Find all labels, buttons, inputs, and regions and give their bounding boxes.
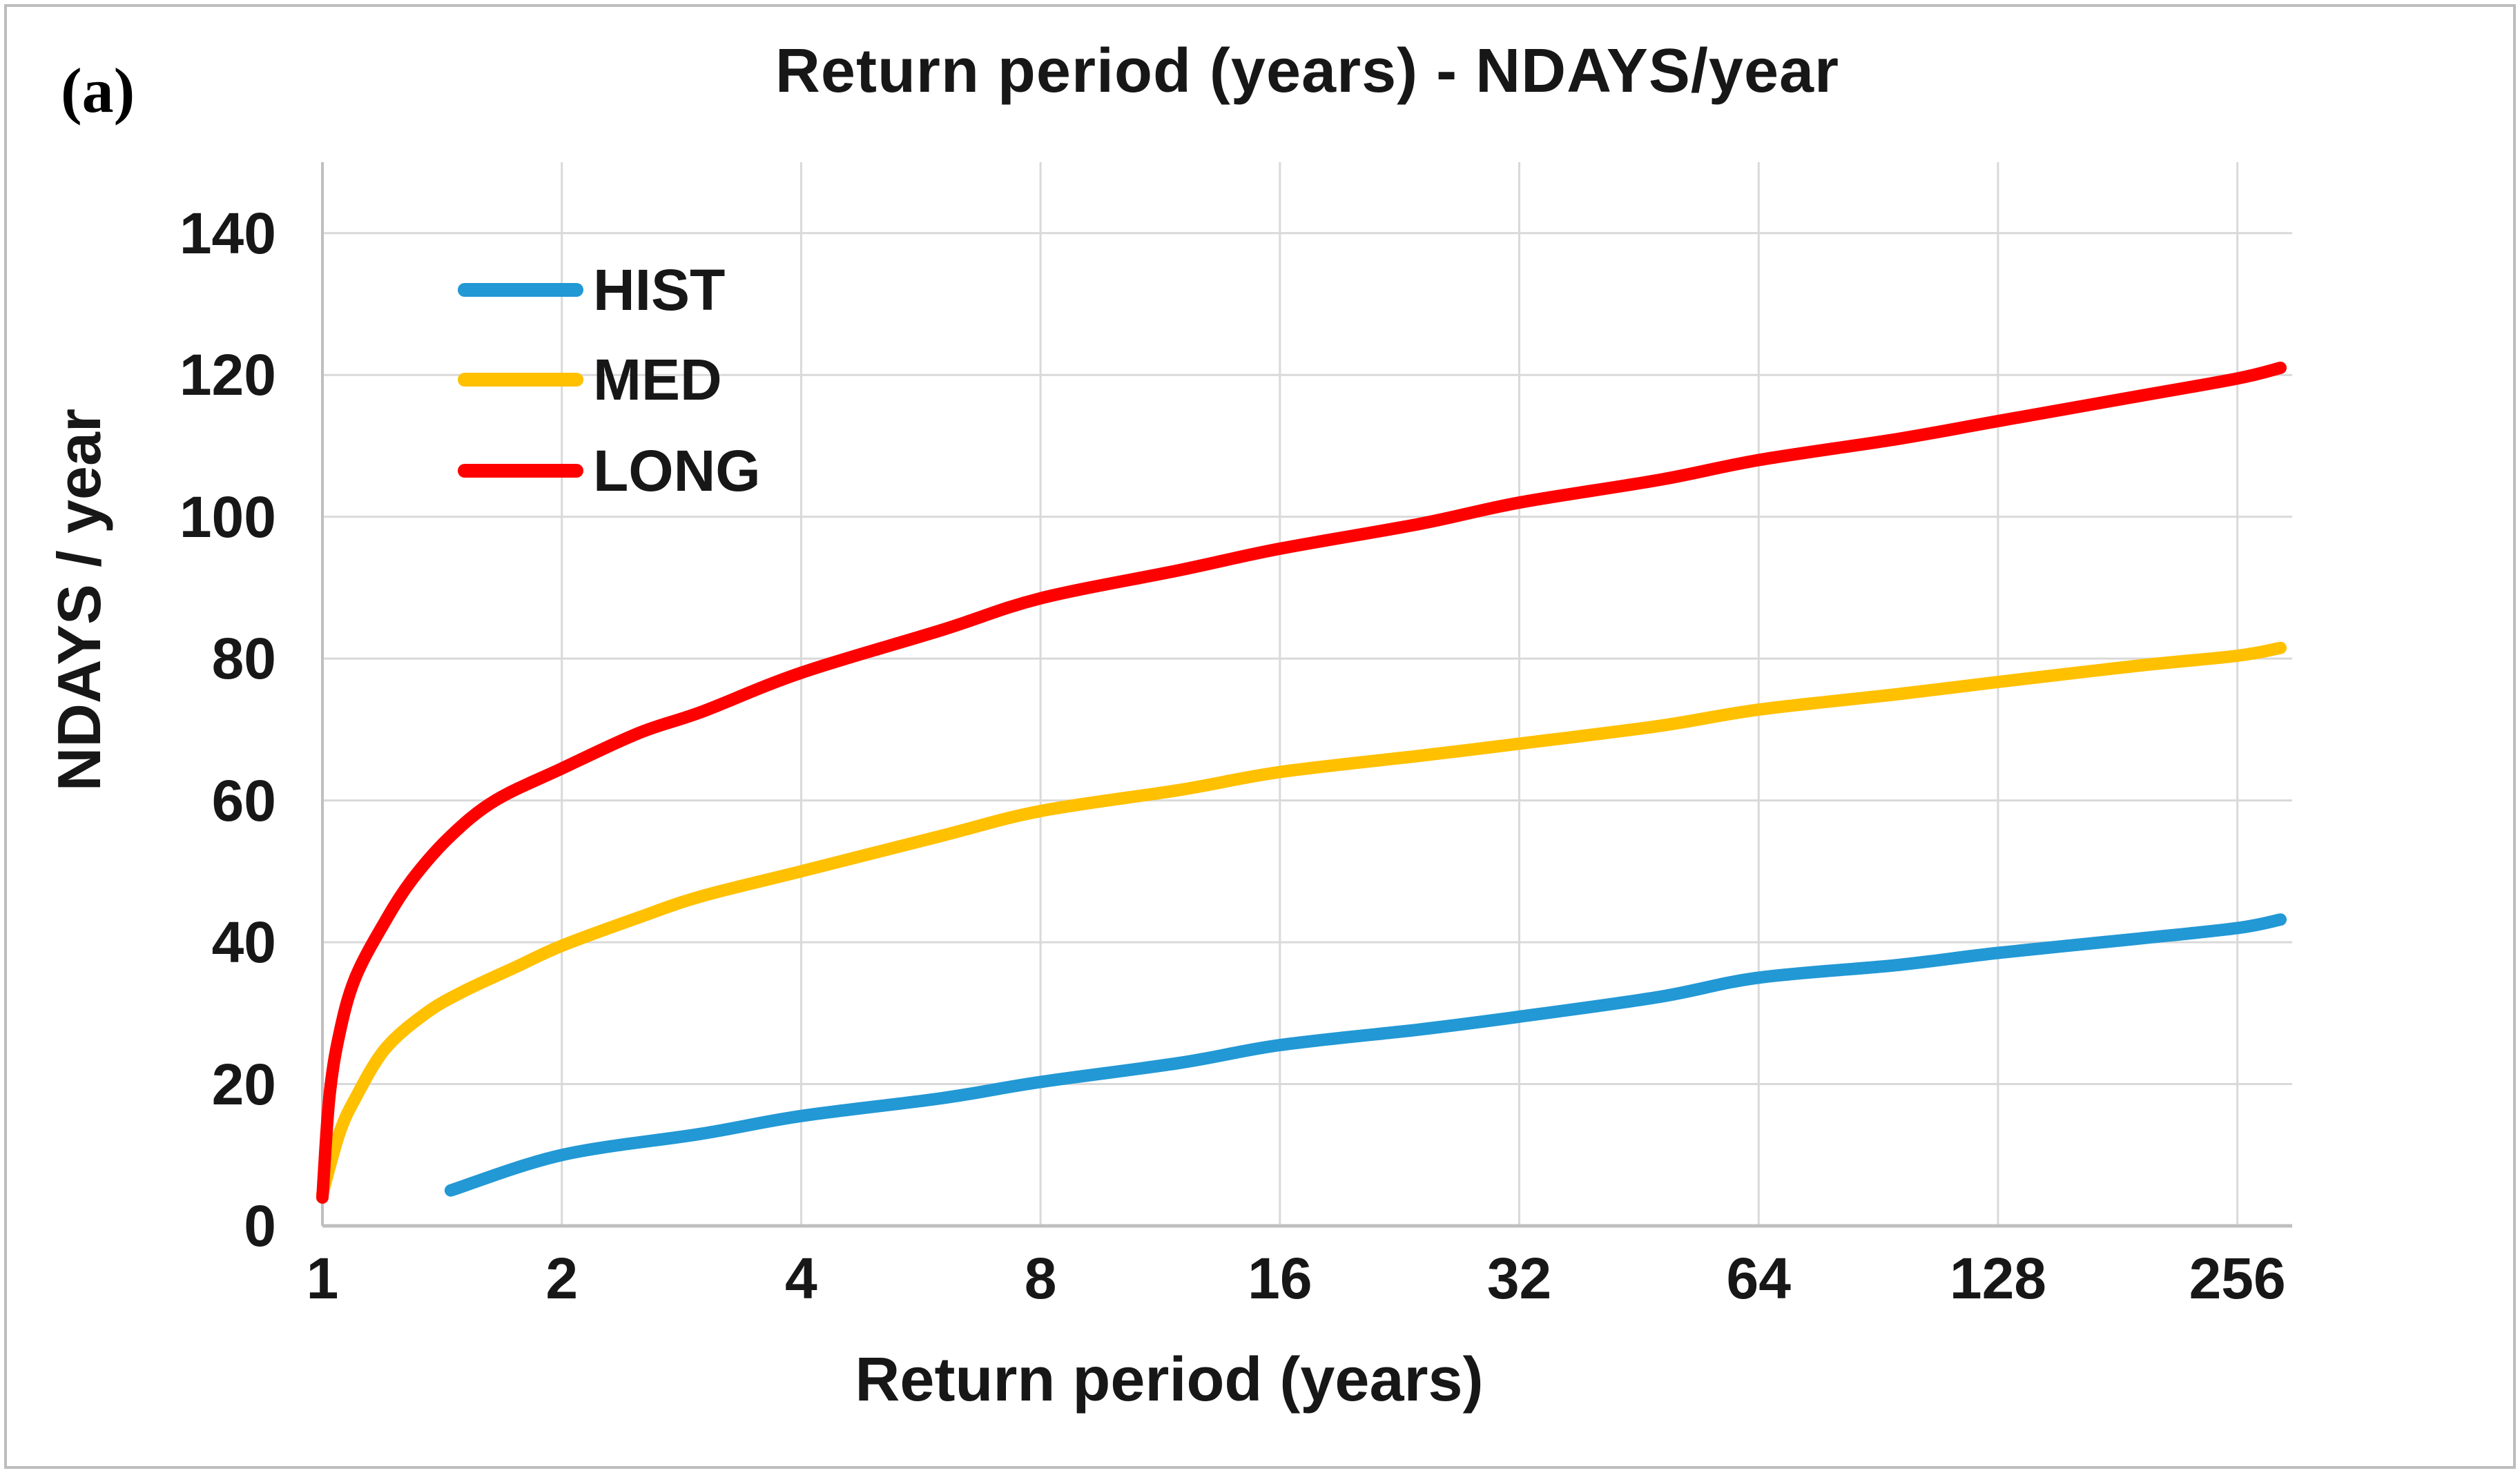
legend-label: MED <box>593 347 722 412</box>
x-tick-label: 16 <box>1248 1246 1312 1311</box>
y-tick-label: 40 <box>211 910 276 975</box>
x-tick-label: 2 <box>545 1246 579 1311</box>
x-tick-label: 1 <box>306 1246 339 1311</box>
legend-line-icon <box>458 283 583 297</box>
legend-label: HIST <box>593 257 726 322</box>
legend-item-med: MED <box>458 342 722 418</box>
y-tick-label: 20 <box>211 1051 276 1117</box>
y-tick-label: 100 <box>179 484 276 549</box>
series-line-med <box>316 641 2287 1200</box>
x-tick-label: 128 <box>1949 1246 2047 1311</box>
x-tick-label: 4 <box>785 1246 817 1311</box>
legend-line-icon <box>458 464 583 478</box>
x-tick-label: 256 <box>2189 1246 2286 1311</box>
x-tick-label: 32 <box>1486 1246 1552 1311</box>
legend-item-hist: HIST <box>458 252 725 328</box>
x-tick-label: 64 <box>1726 1246 1791 1311</box>
y-tick-label: 0 <box>244 1193 276 1258</box>
figure-border <box>4 4 2516 1469</box>
legend-label: LONG <box>593 438 761 503</box>
series-line-hist <box>444 913 2287 1197</box>
series-line-long <box>316 361 2287 1204</box>
figure-label: (a) <box>61 55 135 126</box>
legend-line-icon <box>458 373 583 387</box>
y-tick-label: 120 <box>179 342 276 408</box>
y-tick-label: 140 <box>179 200 276 266</box>
y-tick-label: 80 <box>211 626 276 692</box>
legend-item-long: LONG <box>458 433 761 509</box>
chart-title: Return period (years) - NDAYS/year <box>775 37 1840 106</box>
y-tick-label: 60 <box>211 768 276 833</box>
x-tick-label: 8 <box>1024 1246 1057 1311</box>
x-axis-title: Return period (years) <box>855 1345 1484 1414</box>
